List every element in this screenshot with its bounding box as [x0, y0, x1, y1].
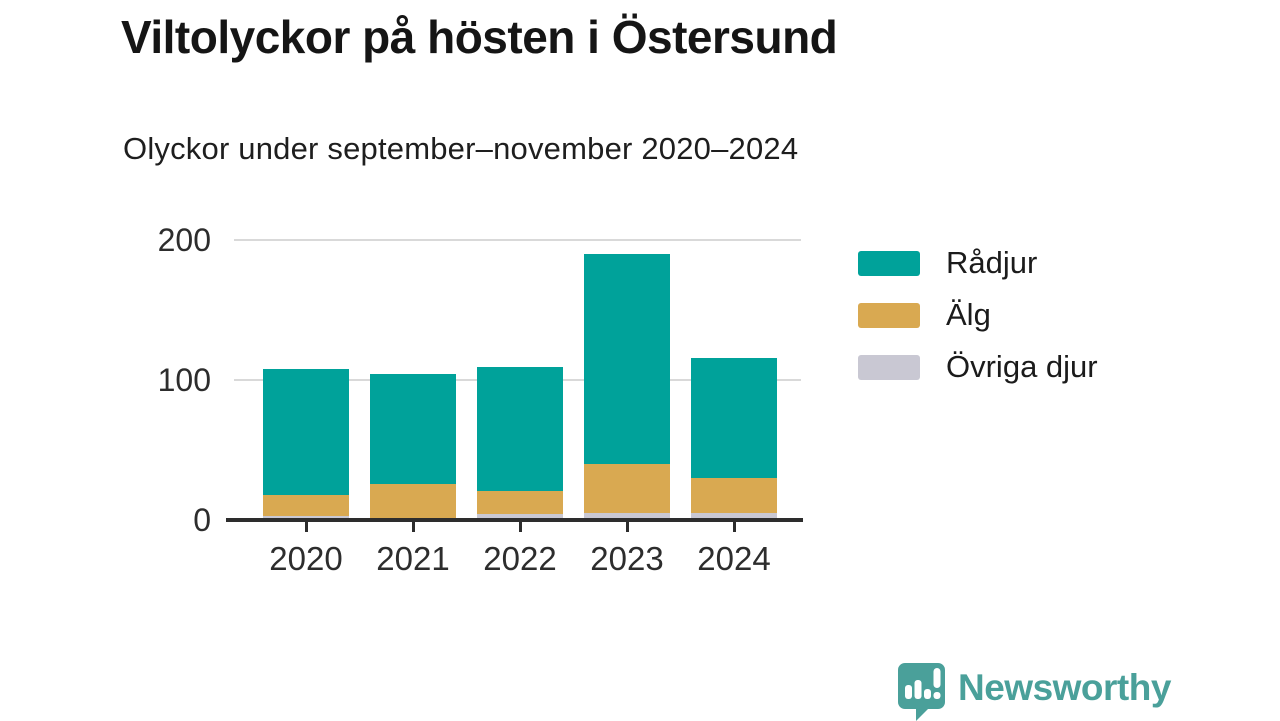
- bar-2022--vriga-djur: [477, 514, 563, 520]
- bar-2024--vriga-djur: [691, 513, 777, 520]
- bar-2024-r-djur: [691, 357, 777, 478]
- legend-label: Övriga djur: [946, 349, 1098, 384]
- x-axis-tick: [411, 522, 415, 532]
- chart-legend: Rådjur Älg Övriga djur: [858, 245, 1098, 401]
- x-axis-tick: [732, 522, 736, 532]
- logo-bar-chart-glyph: [905, 668, 941, 699]
- bar-2021-r-djur: [370, 374, 456, 484]
- y-axis-tick-label: 0: [193, 502, 211, 538]
- legend-swatch: [858, 250, 920, 276]
- logo-exclamation-dot: [933, 692, 941, 699]
- x-axis-tick: [625, 522, 629, 532]
- bar-2024--lg: [691, 478, 777, 513]
- logo-exclamation-bar: [933, 668, 941, 688]
- legend-item: Älg: [858, 297, 1098, 333]
- newsworthy-logo-icon: [898, 663, 945, 721]
- legend-swatch: [858, 354, 920, 380]
- bar-2022-r-djur: [477, 367, 563, 491]
- x-axis-tick-label: 2023: [590, 540, 664, 577]
- y-axis-tick-label: 200: [157, 222, 211, 258]
- y-axis-tick-label: 100: [157, 362, 211, 398]
- x-axis-line: [226, 518, 803, 522]
- legend-item: Övriga djur: [858, 349, 1098, 385]
- bar-2023-r-djur: [584, 254, 670, 464]
- legend-item: Rådjur: [858, 245, 1098, 281]
- x-axis-tick: [304, 522, 308, 532]
- gridline-200: [234, 239, 801, 241]
- x-axis-tick: [518, 522, 522, 532]
- x-axis-tick-label: 2020: [269, 540, 343, 577]
- bar-2021--lg: [370, 483, 456, 519]
- bar-2023--lg: [584, 464, 670, 513]
- legend-swatch: [858, 302, 920, 328]
- newsworthy-logo: Newsworthy: [898, 663, 1171, 721]
- brand-name: Newsworthy: [958, 667, 1171, 708]
- bar-2020-r-djur: [263, 368, 349, 495]
- x-axis-tick-label: 2021: [376, 540, 450, 577]
- x-axis-tick-label: 2022: [483, 540, 557, 577]
- bar-2020--lg: [263, 494, 349, 516]
- legend-label: Rådjur: [946, 245, 1038, 280]
- bar-2023--vriga-djur: [584, 513, 670, 520]
- legend-label: Älg: [946, 297, 991, 332]
- bar-2020--vriga-djur: [263, 515, 349, 520]
- bar-2022--lg: [477, 490, 563, 515]
- page-title: Viltolyckor på hösten i Östersund: [121, 11, 838, 63]
- x-axis-tick-label: 2024: [697, 540, 771, 577]
- chart-subtitle: Olyckor under september–november 2020–20…: [123, 131, 799, 166]
